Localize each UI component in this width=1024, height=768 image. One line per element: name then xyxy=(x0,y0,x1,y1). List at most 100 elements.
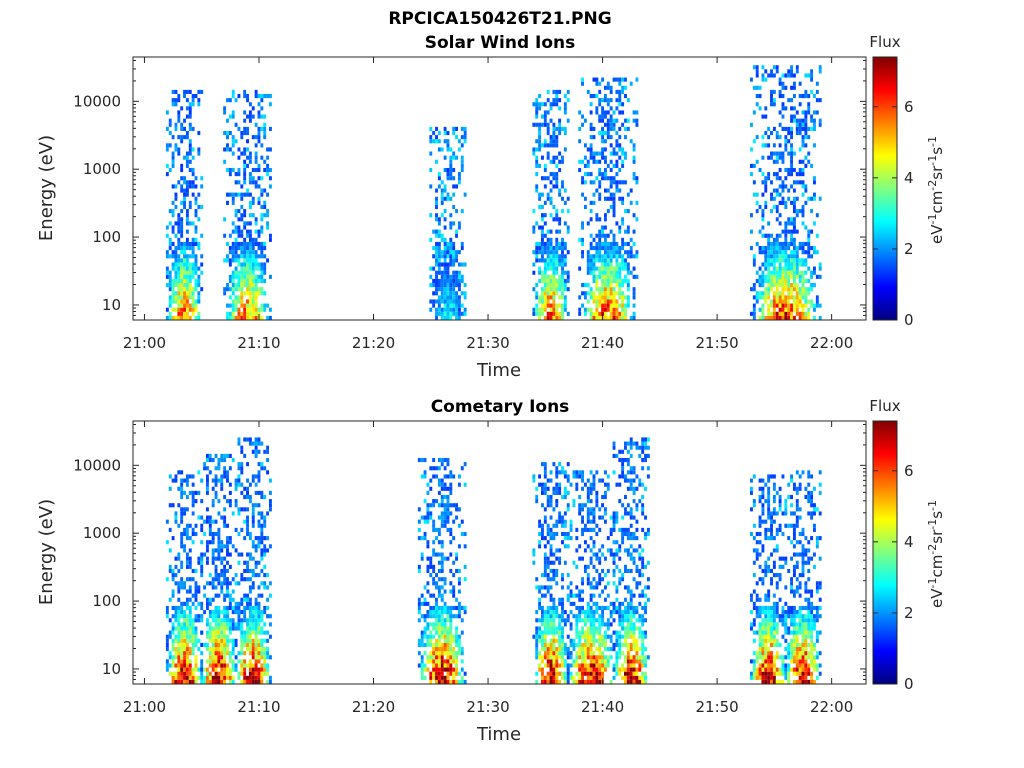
spectrogram-cell xyxy=(618,225,622,230)
spectrogram-cell xyxy=(263,135,267,140)
spectrogram-cell xyxy=(810,209,814,214)
spectrogram-cell xyxy=(243,307,247,312)
spectrogram-cell xyxy=(543,593,547,598)
spectrogram-cell xyxy=(191,499,195,504)
spectrogram-cell xyxy=(208,527,212,532)
spectrogram-cell xyxy=(426,638,430,643)
spectrogram-cell xyxy=(767,221,771,226)
spectrogram-cell xyxy=(558,556,562,561)
spectrogram-cell xyxy=(543,307,547,312)
spectrogram-cell xyxy=(237,511,241,516)
spectrogram-cell xyxy=(609,274,613,279)
spectrogram-cell xyxy=(543,122,547,127)
spectrogram-cell xyxy=(234,295,238,300)
spectrogram-cell xyxy=(260,270,264,275)
spectrogram-cell xyxy=(180,564,184,569)
spectrogram-cell xyxy=(228,303,232,308)
spectrogram-cell xyxy=(200,651,204,656)
spectrogram-cell xyxy=(772,204,776,210)
spectrogram-cell xyxy=(781,93,785,99)
spectrogram-cell xyxy=(237,626,241,631)
spectrogram-cell xyxy=(260,511,264,516)
spectrogram-cell xyxy=(183,651,186,656)
spectrogram-cell xyxy=(621,246,625,251)
spectrogram-cell xyxy=(813,283,816,288)
spectrogram-cell xyxy=(449,254,453,259)
spectrogram-cell xyxy=(787,69,791,74)
spectrogram-cell xyxy=(612,209,616,214)
spectrogram-cell xyxy=(432,659,436,664)
spectrogram-cell xyxy=(197,560,201,565)
spectrogram-cell xyxy=(606,118,610,123)
spectrogram-cell xyxy=(243,225,247,230)
spectrogram-cell xyxy=(592,552,596,557)
spectrogram-cell xyxy=(595,659,599,664)
spectrogram-cell xyxy=(191,155,195,160)
spectrogram-cell xyxy=(601,254,605,259)
spectrogram-cell xyxy=(231,647,235,652)
spectrogram-cell xyxy=(257,229,261,234)
spectrogram-cell xyxy=(457,474,461,479)
spectrogram-cell xyxy=(429,679,433,684)
spectrogram-cell xyxy=(246,601,249,606)
spectrogram-cell xyxy=(185,303,189,308)
spectrogram-cell xyxy=(260,307,264,312)
spectrogram-cell xyxy=(555,163,559,168)
spectrogram-cell xyxy=(578,556,582,561)
spectrogram-cell xyxy=(251,241,255,247)
spectrogram-cell xyxy=(263,204,267,210)
spectrogram-cell xyxy=(243,494,247,500)
spectrogram-cell xyxy=(787,246,791,251)
spectrogram-cell xyxy=(183,192,186,197)
spectrogram-cell xyxy=(266,655,270,660)
spectrogram-cell xyxy=(248,172,252,177)
spectrogram-cell xyxy=(257,560,261,565)
spectrogram-cell xyxy=(790,307,794,312)
spectrogram-cell xyxy=(621,601,625,606)
spectrogram-cell xyxy=(226,589,229,594)
spectrogram-cell xyxy=(237,254,241,259)
spectrogram-cell xyxy=(237,482,241,487)
spectrogram-cell xyxy=(226,610,229,615)
spectrogram-cell xyxy=(629,254,633,259)
spectrogram-cell xyxy=(197,638,201,643)
spectrogram-cell xyxy=(257,667,261,672)
spectrogram-cell xyxy=(609,601,613,606)
spectrogram-cell xyxy=(246,188,249,193)
spectrogram-cell xyxy=(254,544,258,549)
spectrogram-cell xyxy=(440,188,444,193)
spectrogram-cell xyxy=(243,118,247,123)
spectrogram-cell xyxy=(226,303,229,308)
spectrogram-cell xyxy=(260,618,264,623)
spectrogram-cell xyxy=(188,634,192,639)
spectrogram-cell xyxy=(174,564,178,569)
spectrogram-cell xyxy=(804,184,808,189)
spectrogram-cell xyxy=(555,630,559,635)
spectrogram-cell xyxy=(214,626,218,631)
spectrogram-cell xyxy=(197,315,201,320)
spectrogram-cell xyxy=(787,274,791,279)
spectrogram-cell xyxy=(455,642,459,648)
spectrogram-cell xyxy=(592,135,596,140)
spectrogram-cell xyxy=(185,89,189,94)
spectrogram-cell xyxy=(569,527,573,532)
spectrogram-cell xyxy=(246,437,249,442)
spectrogram-cell xyxy=(457,523,461,528)
spectrogram-cell xyxy=(589,143,593,148)
spectrogram-cell xyxy=(257,266,261,271)
spectrogram-cell xyxy=(561,237,564,242)
spectrogram-cell xyxy=(578,503,582,508)
spectrogram-cell xyxy=(237,507,241,512)
spectrogram-cell xyxy=(612,77,616,82)
spectrogram-cell xyxy=(549,667,553,672)
spectrogram-cell xyxy=(581,474,584,479)
spectrogram-cell xyxy=(535,221,539,226)
spectrogram-cell xyxy=(589,597,593,602)
spectrogram-cell xyxy=(595,655,599,660)
spectrogram-cell xyxy=(231,278,235,284)
spectrogram-cell xyxy=(787,241,791,247)
spectrogram-cell xyxy=(257,167,261,173)
spectrogram-cell xyxy=(563,93,567,99)
spectrogram-cell xyxy=(188,106,192,111)
spectrogram-cell xyxy=(220,585,224,590)
